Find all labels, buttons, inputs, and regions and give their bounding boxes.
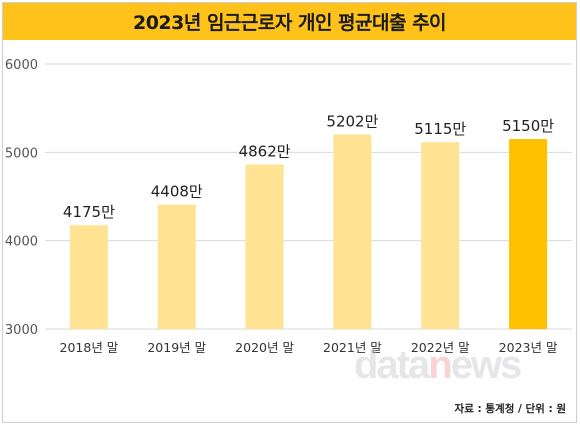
bar (333, 134, 372, 329)
y-tick-label: 4000 (5, 235, 38, 250)
chart-title: 2023년 임근근로자 개인 평균대출 추이 (132, 12, 447, 34)
x-tick-label: 2022년 말 (411, 340, 470, 355)
x-tick-label: 2021년 말 (323, 340, 382, 355)
bar (157, 204, 196, 329)
bars (69, 134, 548, 329)
grid-lines (45, 63, 572, 330)
data-label: 5202만 (326, 112, 378, 130)
bar (69, 225, 108, 329)
bar (245, 164, 284, 329)
bar (509, 139, 548, 329)
x-tick-label: 2023년 말 (499, 340, 558, 355)
title-bar: 2023년 임근근로자 개인 평균대출 추이 (3, 3, 576, 40)
watermark-main: data (354, 343, 430, 387)
data-label: 5115만 (414, 120, 466, 138)
data-label: 4408만 (151, 183, 203, 201)
bar (421, 142, 460, 329)
data-label: 4175만 (63, 203, 115, 221)
x-tick-label: 2019년 말 (147, 340, 206, 355)
data-label: 4862만 (239, 143, 291, 161)
source-note: 자료 : 통계청 / 단위 : 원 (454, 403, 566, 415)
y-tick-label: 3000 (5, 323, 38, 338)
x-axis-ticks: 2018년 말 2019년 말 2020년 말 2021년 말 2022년 말 2023년… (60, 340, 558, 355)
x-tick-label: 2018년 말 (60, 340, 119, 355)
y-tick-label: 5000 (5, 146, 38, 161)
data-labels: 4175만 4408만 4862만 5202만 5115만 5150만 (63, 112, 554, 221)
watermark-tail: ews (450, 343, 523, 387)
watermark-logo: datanews (354, 343, 523, 388)
data-label: 5150만 (502, 117, 554, 135)
y-tick-label: 6000 (5, 58, 38, 73)
x-tick-label: 2020년 말 (235, 340, 294, 355)
y-axis-ticks: 3000 4000 5000 6000 (5, 58, 38, 338)
watermark-accent: n (428, 343, 452, 387)
